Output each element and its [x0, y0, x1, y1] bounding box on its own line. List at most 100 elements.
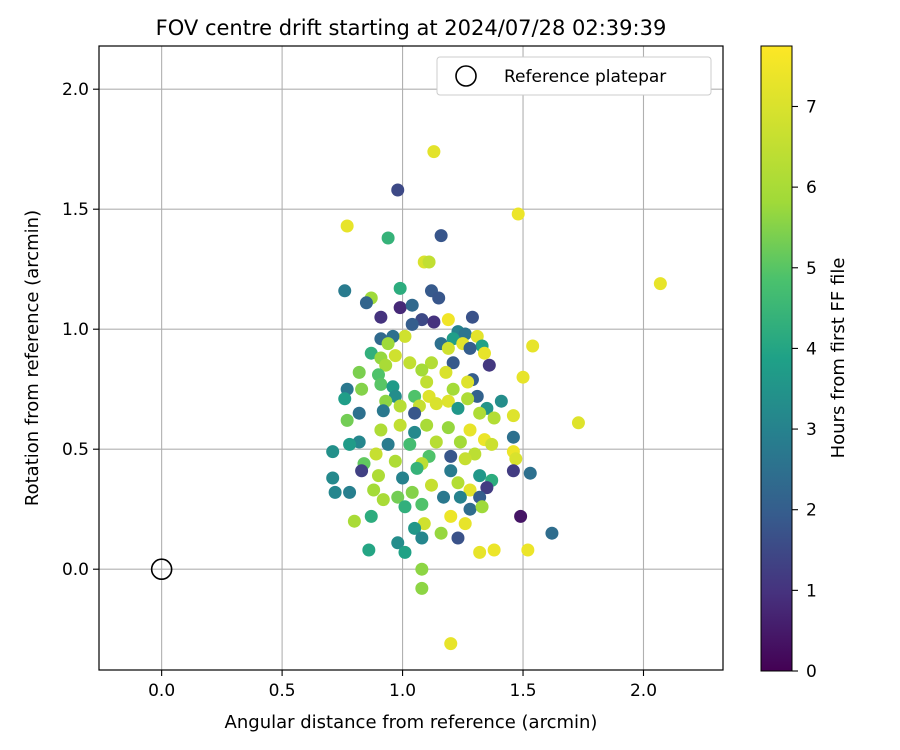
data-point — [352, 365, 366, 379]
data-point — [485, 437, 499, 451]
data-point — [393, 418, 407, 432]
data-point — [381, 337, 395, 351]
data-point — [362, 543, 376, 557]
data-point — [506, 464, 520, 478]
data-point — [343, 437, 357, 451]
data-point — [393, 301, 407, 315]
data-point — [338, 284, 352, 298]
data-point — [415, 531, 429, 545]
data-point — [509, 452, 523, 466]
data-point — [408, 521, 422, 535]
data-point — [398, 329, 412, 343]
data-point — [393, 399, 407, 413]
data-point — [437, 490, 451, 504]
data-point — [475, 500, 489, 514]
data-point — [427, 315, 441, 329]
data-point — [446, 332, 460, 346]
data-point — [451, 401, 465, 415]
data-points — [326, 145, 667, 651]
data-point — [461, 392, 475, 406]
data-point — [326, 471, 340, 485]
colorbar: 0 1 2 3 4 5 6 7 Hours from first FF file — [760, 45, 849, 682]
data-point — [571, 416, 585, 430]
data-point — [408, 389, 422, 403]
data-point — [405, 298, 419, 312]
data-point — [463, 341, 477, 355]
y-tick-label: 0.5 — [62, 440, 89, 460]
y-axis-label: Rotation from reference (arcmin) — [22, 210, 43, 506]
x-tick-label: 0.0 — [148, 681, 175, 701]
data-point — [374, 310, 388, 324]
data-point — [381, 437, 395, 451]
data-point — [494, 394, 508, 408]
data-point — [391, 490, 405, 504]
data-point — [367, 483, 381, 497]
data-point — [506, 430, 520, 444]
data-point — [511, 207, 525, 221]
data-point — [482, 358, 496, 372]
data-point — [434, 526, 448, 540]
colorbar-gradient — [760, 45, 793, 672]
data-point — [424, 356, 438, 370]
legend: Reference platepar — [436, 56, 712, 96]
data-point — [328, 485, 342, 499]
data-point — [403, 437, 417, 451]
data-point — [429, 435, 443, 449]
data-point — [415, 562, 429, 576]
reference-platepar-marker — [150, 558, 173, 581]
data-point — [388, 349, 402, 363]
data-point — [420, 375, 434, 389]
data-point — [444, 449, 458, 463]
data-point — [441, 313, 455, 327]
data-point — [463, 423, 477, 437]
legend-box — [436, 56, 712, 96]
x-tick-label: 1.5 — [510, 681, 537, 701]
data-point — [364, 509, 378, 523]
data-point — [516, 370, 530, 384]
legend-label: Reference platepar — [504, 67, 666, 87]
data-point — [453, 490, 467, 504]
data-point — [468, 447, 482, 461]
data-point — [343, 485, 357, 499]
data-point — [526, 339, 540, 353]
data-point — [398, 545, 412, 559]
data-point — [393, 281, 407, 295]
data-point — [410, 461, 424, 475]
data-point — [545, 526, 559, 540]
data-point — [453, 435, 467, 449]
data-point — [347, 514, 361, 528]
data-point — [480, 481, 494, 495]
data-point — [441, 394, 455, 408]
colorbar-tick-label: 2 — [806, 501, 817, 521]
data-point — [427, 145, 441, 159]
data-point — [521, 543, 535, 557]
data-point — [487, 411, 501, 425]
data-point — [444, 509, 458, 523]
colorbar-tick-label: 6 — [806, 178, 817, 198]
data-point — [405, 485, 419, 499]
data-point — [523, 466, 537, 480]
data-point — [369, 447, 383, 461]
data-point — [355, 464, 369, 478]
y-axis-ticks: 0.0 0.5 1.0 1.5 2.0 — [62, 80, 99, 580]
colorbar-tick-label: 0 — [806, 662, 817, 682]
data-point — [355, 382, 369, 396]
data-point — [403, 356, 417, 370]
data-point — [473, 406, 487, 420]
data-point — [408, 425, 422, 439]
data-point — [388, 389, 402, 403]
data-point — [506, 409, 520, 423]
plot-frame — [98, 45, 724, 671]
data-point — [388, 454, 402, 468]
data-point — [441, 341, 455, 355]
data-point — [340, 413, 354, 427]
data-point — [463, 502, 477, 516]
data-point — [514, 509, 528, 523]
data-point — [359, 296, 373, 310]
data-point — [352, 406, 366, 420]
data-point — [439, 365, 453, 379]
data-point — [458, 452, 472, 466]
data-point — [446, 382, 460, 396]
data-point — [653, 277, 667, 291]
data-point — [487, 543, 501, 557]
